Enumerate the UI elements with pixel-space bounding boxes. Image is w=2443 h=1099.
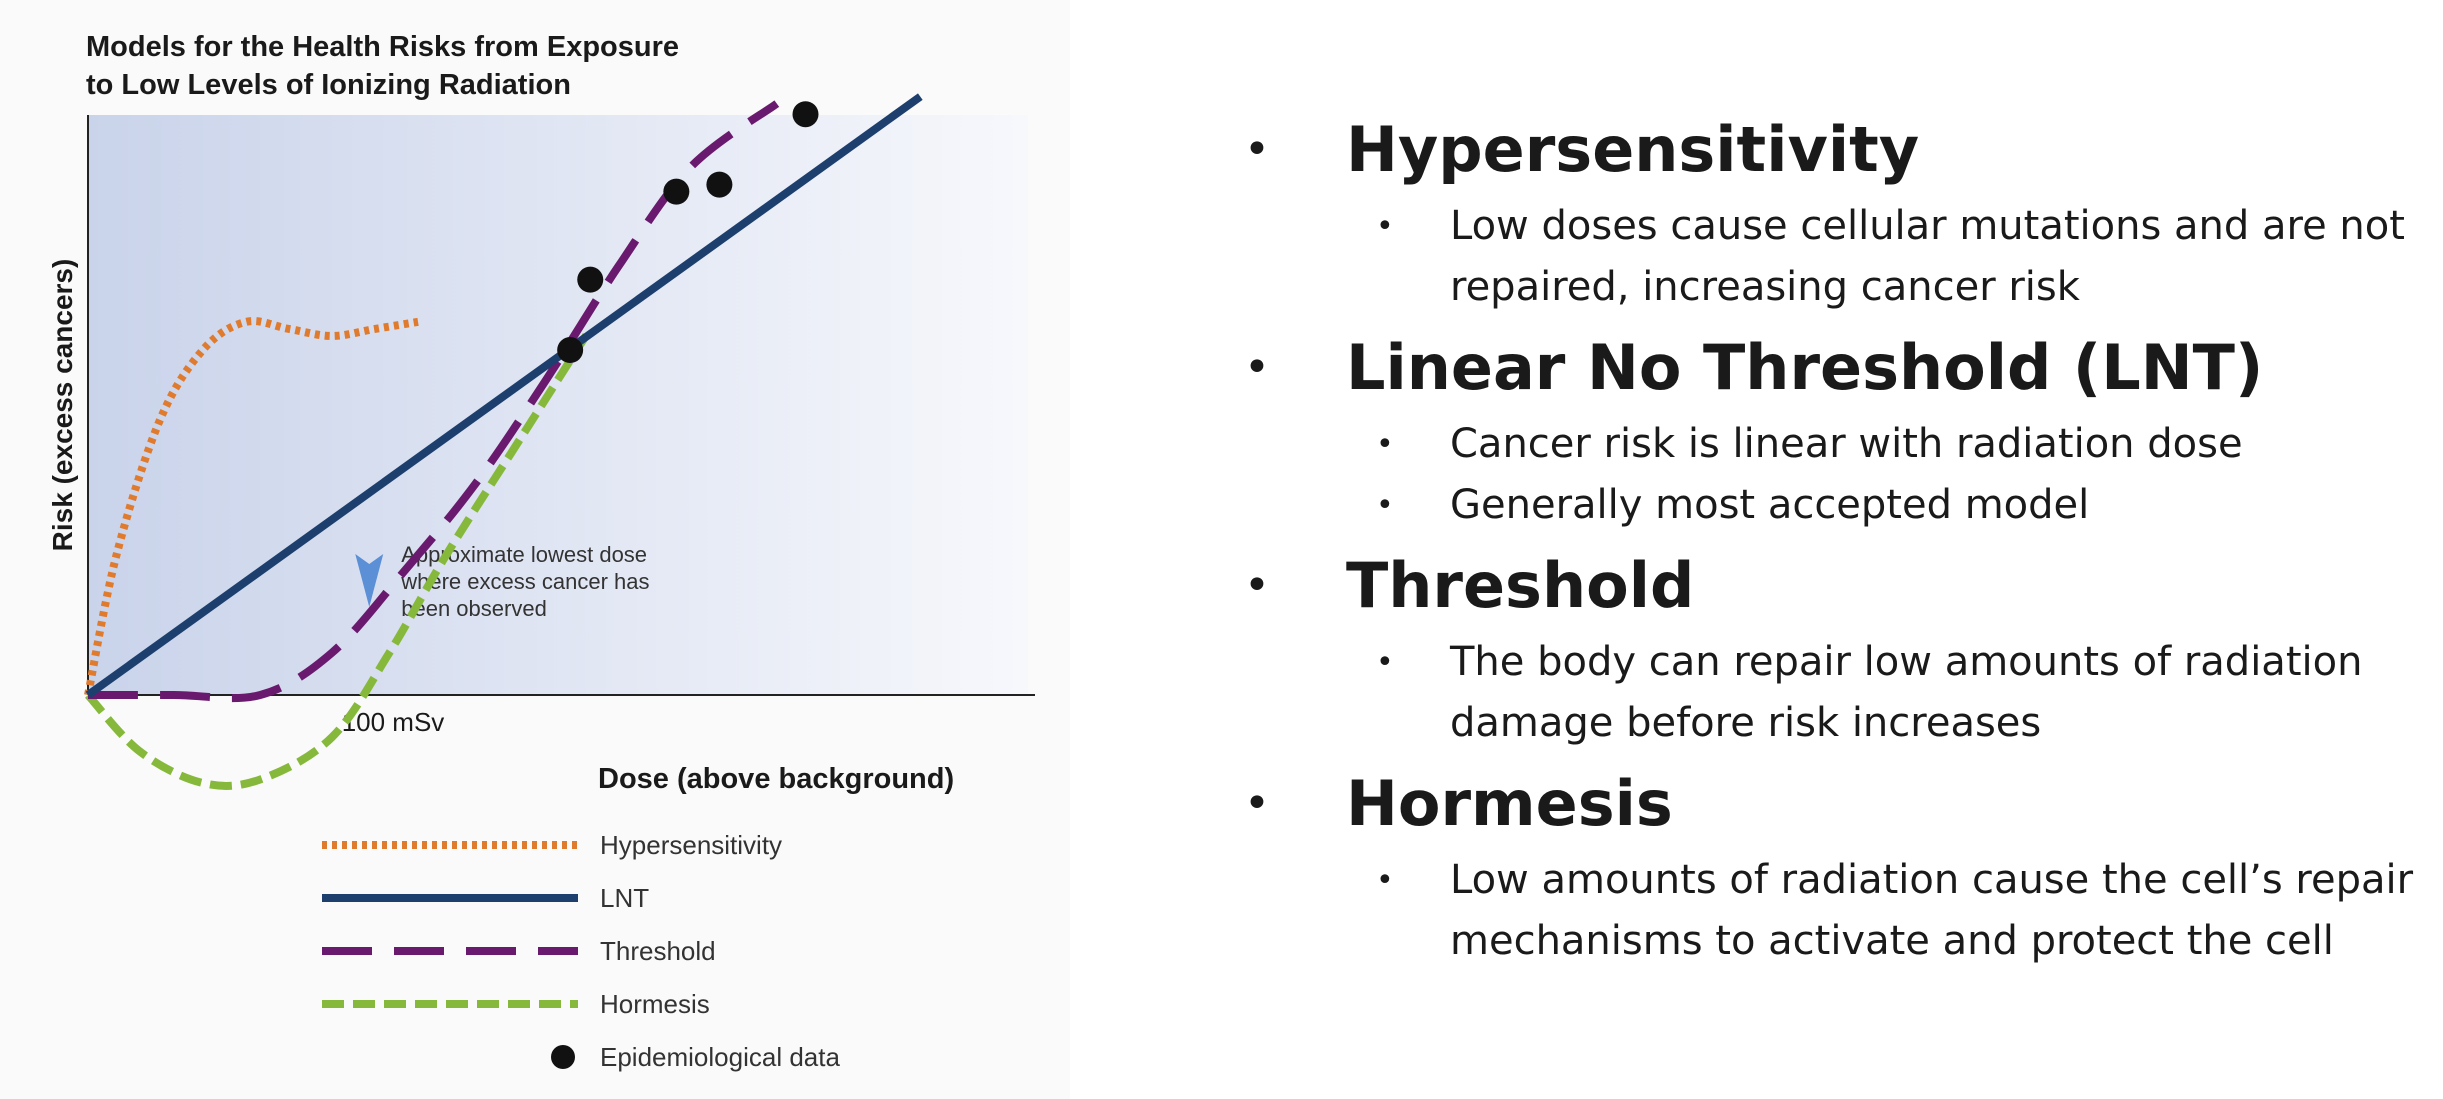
legend-marker-epidemiological-data	[551, 1045, 575, 1069]
topic-title: Hormesis	[1346, 767, 1673, 840]
topic-hypersensitivity: • Hypersensitivity • Low doses cause cellul…	[1230, 110, 2430, 318]
annotation-arrow	[355, 554, 384, 607]
plot-area	[88, 115, 1028, 695]
bullet-icon: •	[1376, 427, 1394, 462]
epidemiological-data-point-5	[792, 101, 819, 128]
legend: Hypersensitivity LNT Threshold Hormesis Epid…	[322, 830, 840, 1072]
series-line-hormesis	[85, 326, 594, 790]
bullet-icon: •	[1244, 778, 1270, 829]
x-axis-label: Dose (above background)	[598, 763, 954, 795]
model-descriptions: • Hypersensitivity • Low doses cause cellul…	[1230, 110, 2430, 982]
y-axis-label: Risk (excess cancers)	[47, 259, 78, 552]
topic-point-text: Low amounts of radiation cause the cell’…	[1450, 857, 2414, 964]
chart-title-line-1: Models for the Health Risks from Exposur…	[86, 31, 680, 63]
epidemiological-data-point-4	[706, 171, 733, 198]
bullet-icon: •	[1376, 645, 1394, 680]
epidemiological-data-point-2	[577, 266, 604, 293]
topic-point-text: Generally most accepted model	[1450, 482, 2090, 528]
topic-points: • Low doses cause cellular mutations and …	[1346, 196, 2430, 318]
topic-points: • The body can repair low amounts of radi…	[1346, 632, 2430, 754]
topic-point: • Cancer risk is linear with radiation do…	[1346, 414, 2430, 475]
chart-title: Models for the Health Risks from Exposur…	[86, 28, 986, 104]
legend-label-epidemiological-data: Epidemiological data	[600, 1042, 840, 1072]
bullet-icon: •	[1376, 488, 1394, 523]
legend-label-threshold: Threshold	[600, 936, 716, 966]
topic-hormesis: • Hormesis • Low amounts of radiation cause…	[1230, 764, 2430, 972]
bullet-icon: •	[1376, 863, 1394, 898]
bullet-icon: •	[1244, 124, 1270, 175]
topic-title: Linear No Threshold (LNT)	[1346, 331, 2264, 404]
chart-title-line-2: to Low Levels of Ionizing Radiation	[86, 69, 571, 101]
topic-point-text: Cancer risk is linear with radiation dos…	[1450, 421, 2243, 467]
risk-model-chart: Risk (excess cancers) Dose (above backgro…	[47, 93, 1035, 1072]
topic-point: • The body can repair low amounts of radi…	[1346, 632, 2430, 754]
epidemiological-data-point-1	[557, 337, 584, 364]
topic-threshold: • Threshold • The body can repair low amoun…	[1230, 546, 2430, 754]
series-line-hypersensitivity	[84, 317, 419, 696]
annotation-line-2: where excess cancer has	[400, 569, 649, 594]
topic-point: • Low amounts of radiation cause the cell…	[1346, 850, 2430, 972]
topic-point: • Generally most accepted model	[1346, 475, 2430, 536]
topic-point: • Low doses cause cellular mutations and …	[1346, 196, 2430, 318]
chart-panel: Models for the Health Risks from Exposur…	[0, 0, 1070, 1099]
topic-points: • Low amounts of radiation cause the cell…	[1346, 850, 2430, 972]
legend-label-hormesis: Hormesis	[600, 989, 710, 1019]
bullet-icon: •	[1244, 342, 1270, 393]
series-line-threshold	[88, 100, 780, 703]
bullet-icon: •	[1376, 209, 1394, 244]
topic-linear-no-threshold-lnt: • Linear No Threshold (LNT) • Cancer risk i…	[1230, 328, 2430, 536]
x-tick-label-0: 100 mSv	[342, 707, 445, 737]
topic-title: Hypersensitivity	[1346, 113, 1920, 186]
topic-title: Threshold	[1346, 549, 1695, 622]
topic-points: • Cancer risk is linear with radiation do…	[1346, 414, 2430, 536]
topic-point-text: The body can repair low amounts of radia…	[1450, 639, 2363, 746]
legend-label-hypersensitivity: Hypersensitivity	[600, 830, 782, 860]
topic-point-text: Low doses cause cellular mutations and a…	[1450, 203, 2405, 310]
legend-label-lnt: LNT	[600, 883, 649, 913]
bullet-icon: •	[1244, 560, 1270, 611]
annotation-line-3: been observed	[401, 596, 547, 621]
epidemiological-data-point-3	[663, 178, 690, 205]
annotation-line-1: Approximate lowest dose	[401, 542, 647, 567]
series-line-lnt	[85, 93, 923, 699]
